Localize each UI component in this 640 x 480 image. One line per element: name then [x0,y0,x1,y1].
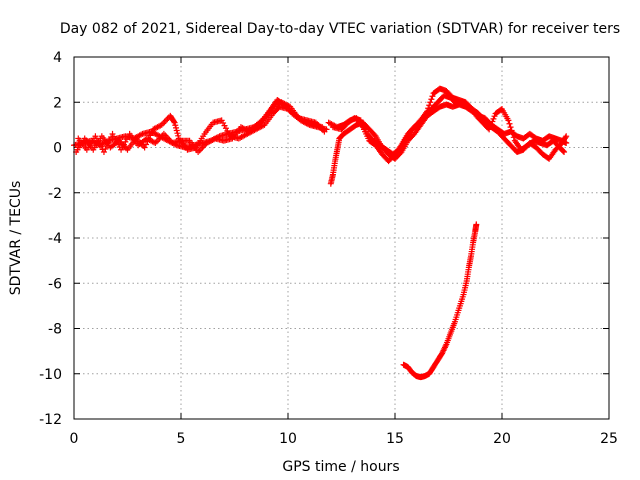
data-point [488,121,495,128]
series-track-c [75,99,328,156]
y-tick-label: -6 [48,276,62,292]
data-point [562,134,569,141]
y-tick-label: -12 [39,412,62,428]
series-track-g [400,221,480,381]
data-point [173,127,180,134]
data-point [170,118,177,125]
data-point [173,124,180,131]
data-point [428,96,435,103]
data-point [487,123,494,130]
y-tick-label: 2 [53,95,62,111]
x-tick-label: 10 [279,431,297,447]
data-point [148,129,155,136]
data-point [490,115,497,122]
data-point [510,134,517,141]
data-point [171,119,178,126]
data-point [429,93,436,100]
data-point [509,130,516,137]
y-tick-label: -10 [39,367,62,383]
x-tick-label: 25 [600,431,618,447]
y-tick-label: 0 [53,141,62,157]
data-point [141,144,148,151]
data-point [100,149,107,156]
data-point [489,118,496,125]
data-point [426,102,433,109]
data-point [174,130,181,137]
data-point [561,149,568,156]
y-tick-label: 4 [53,50,62,66]
y-tick-label: -2 [48,186,62,202]
y-tick-label: -4 [48,231,62,247]
x-tick-labels: 0 5 10 15 20 25 [70,431,618,447]
data-point [371,132,378,139]
series-track-f [329,92,568,158]
data-point [147,132,154,139]
data-point [103,142,110,149]
y-tick-label: -8 [48,322,62,338]
plot-frame [73,56,610,420]
data-point [507,124,514,131]
grid [74,57,609,419]
y-tick-labels: 4 2 0 -2 -4 -6 -8 -10 -12 [39,50,62,428]
x-tick-label: 20 [493,431,511,447]
data-points [71,85,570,381]
data-point [491,113,498,120]
data-point [427,99,434,106]
x-tick-label: 15 [386,431,404,447]
x-axis-label: GPS time / hours [282,459,399,475]
data-point [563,133,570,140]
data-point [486,126,493,133]
data-point [321,128,328,135]
data-point [560,148,567,155]
y-axis-label: SDTVAR / TECUs [8,181,24,296]
x-tick-label: 0 [70,431,79,447]
data-point [172,122,179,129]
data-point [106,136,113,143]
data-point [473,221,480,228]
data-point [143,141,150,148]
data-point [105,139,112,146]
series-track-b [73,103,326,156]
data-point [102,146,109,153]
data-point [508,127,515,134]
data-point [505,117,512,124]
chart-title: Day 082 of 2021, Sidereal Day-to-day VTE… [60,21,620,37]
data-point [175,132,182,139]
x-tick-label: 5 [177,431,186,447]
data-point [506,120,513,127]
